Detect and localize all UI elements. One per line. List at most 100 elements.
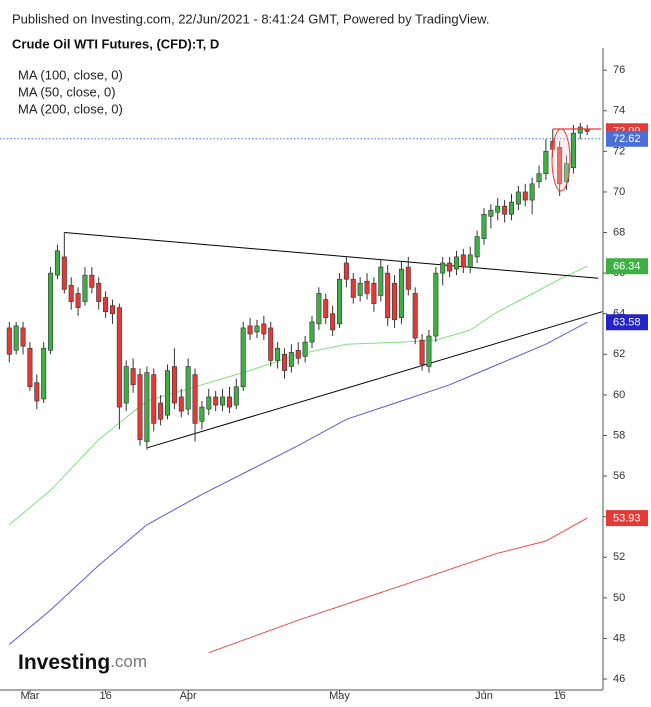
candle-body <box>206 396 212 410</box>
candle-body <box>254 325 260 333</box>
candle-body <box>220 396 226 406</box>
candle-body <box>412 293 418 339</box>
candle-body <box>34 382 40 402</box>
candle-body <box>378 266 384 296</box>
candle-body <box>316 293 322 325</box>
candle-body <box>275 347 281 361</box>
candle-body <box>261 323 267 335</box>
candle-body <box>343 262 349 280</box>
y-tick-label: 56 <box>613 470 625 482</box>
candle-body <box>509 201 515 215</box>
ma-line <box>208 517 588 654</box>
candle-body <box>89 274 95 288</box>
y-tick-label: 50 <box>613 592 625 604</box>
candle-body <box>577 126 583 134</box>
candle-body <box>474 236 480 258</box>
x-tick-label: Apr <box>180 690 197 702</box>
candle-body <box>440 262 446 274</box>
candle-body <box>185 366 191 410</box>
logo-suffix: .com <box>110 652 147 671</box>
candle-body <box>27 347 33 388</box>
price-marker <box>606 130 648 147</box>
candle-body <box>295 349 301 359</box>
y-tick-label: 62 <box>613 348 625 360</box>
candle-body <box>536 173 542 183</box>
candle-body <box>323 299 329 319</box>
x-tick-label: May <box>329 690 350 702</box>
y-tick-label: 76 <box>613 64 625 76</box>
candle-body <box>398 268 404 319</box>
x-tick-label: Jun <box>475 690 493 702</box>
candle-body <box>158 402 164 420</box>
candle-body <box>103 297 109 312</box>
candle-body <box>371 282 377 304</box>
candle-body <box>460 254 466 268</box>
trend-line <box>147 311 603 449</box>
candle-body <box>68 285 74 302</box>
candle-body <box>330 313 336 331</box>
x-tick-label: 16 <box>99 690 111 702</box>
y-tick-label: 70 <box>613 186 625 198</box>
candle-body <box>6 327 12 355</box>
y-tick-label: 68 <box>613 226 625 238</box>
candle-body <box>570 132 576 168</box>
candle-body <box>192 374 198 424</box>
candle-body <box>116 307 122 408</box>
candle-body <box>453 256 459 270</box>
candle-body <box>385 272 391 319</box>
candle-body <box>151 374 157 424</box>
y-tick-label: 72 <box>613 145 625 157</box>
candle-body <box>302 341 308 357</box>
candle-body <box>481 213 487 239</box>
candle-body <box>502 205 508 215</box>
candle-body <box>433 272 439 337</box>
candle-body <box>447 262 453 272</box>
candle-body <box>488 209 494 217</box>
published-note: Published on Investing.com, 22/Jun/2021 … <box>12 11 489 26</box>
candle-body <box>426 335 432 367</box>
candle-body <box>309 321 315 343</box>
candle-body <box>268 327 274 361</box>
x-tick-label: Mar <box>20 690 39 702</box>
legend-entry: MA (200, close, 0) <box>18 101 123 116</box>
price-marker-label: 63.58 <box>613 317 641 329</box>
candle-body <box>364 280 370 294</box>
candle-body <box>20 327 26 347</box>
candle-body <box>564 163 570 183</box>
candle-body <box>137 374 143 440</box>
candle-body <box>357 282 363 296</box>
candle-body <box>54 250 60 276</box>
price-marker <box>606 258 648 275</box>
candle-body <box>178 396 184 412</box>
candle-body <box>557 146 563 185</box>
candle-body <box>467 254 473 268</box>
trend-line <box>64 232 599 279</box>
y-tick-label: 48 <box>613 632 625 644</box>
candle-body <box>61 256 67 290</box>
price-marker-label: 53.93 <box>613 513 641 525</box>
y-tick-label: 60 <box>613 389 625 401</box>
candle-body <box>281 354 287 371</box>
price-marker <box>606 510 648 527</box>
ma-line <box>8 265 588 526</box>
plot-area: 46485052545658606264666870727476Mar16Apr… <box>0 48 648 702</box>
legend-entry: MA (50, close, 0) <box>18 84 116 99</box>
candle-body <box>213 396 219 406</box>
candle-body <box>13 325 19 351</box>
candle-body <box>233 386 239 406</box>
candle-body <box>288 351 294 367</box>
candle-body <box>199 406 205 422</box>
candle-body <box>529 183 535 201</box>
x-tick-label: 16 <box>554 690 566 702</box>
y-tick-label: 74 <box>613 105 625 117</box>
candle-body <box>419 339 425 365</box>
candle-body <box>495 205 501 213</box>
candle-body <box>48 272 54 351</box>
logo-main: Investing <box>18 651 110 674</box>
y-tick-label: 58 <box>613 429 625 441</box>
candle-body <box>515 191 521 205</box>
candle-body <box>123 366 129 404</box>
candle-body <box>247 325 253 335</box>
candle-body <box>350 278 356 298</box>
